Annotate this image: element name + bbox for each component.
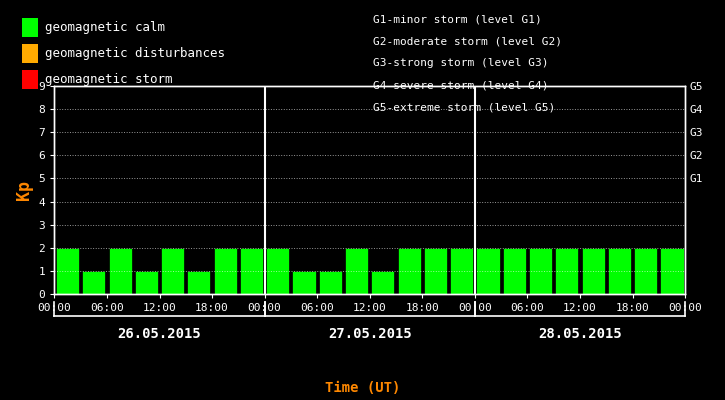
Bar bbox=[109, 248, 132, 294]
Bar bbox=[634, 248, 658, 294]
Text: 28.05.2015: 28.05.2015 bbox=[538, 327, 622, 341]
Bar bbox=[161, 248, 184, 294]
Bar bbox=[660, 248, 684, 294]
Text: 26.05.2015: 26.05.2015 bbox=[117, 327, 202, 341]
Bar bbox=[397, 248, 420, 294]
Bar bbox=[424, 248, 447, 294]
Bar bbox=[371, 271, 394, 294]
Text: geomagnetic disturbances: geomagnetic disturbances bbox=[45, 47, 225, 60]
Bar bbox=[82, 271, 105, 294]
Bar bbox=[56, 248, 79, 294]
Text: 27.05.2015: 27.05.2015 bbox=[328, 327, 412, 341]
Bar bbox=[240, 248, 263, 294]
Bar bbox=[529, 248, 552, 294]
Bar bbox=[266, 248, 289, 294]
Bar bbox=[345, 248, 368, 294]
Bar bbox=[581, 248, 605, 294]
Bar bbox=[608, 248, 631, 294]
Bar bbox=[292, 271, 315, 294]
Y-axis label: Kp: Kp bbox=[15, 180, 33, 200]
Bar bbox=[319, 271, 342, 294]
Text: geomagnetic storm: geomagnetic storm bbox=[45, 73, 173, 86]
Bar bbox=[214, 248, 237, 294]
Text: G5-extreme storm (level G5): G5-extreme storm (level G5) bbox=[373, 102, 555, 112]
Bar bbox=[187, 271, 210, 294]
Bar bbox=[502, 248, 526, 294]
Bar bbox=[450, 248, 473, 294]
Bar bbox=[555, 248, 579, 294]
Text: G4-severe storm (level G4): G4-severe storm (level G4) bbox=[373, 80, 549, 90]
Bar bbox=[476, 248, 500, 294]
Text: G3-strong storm (level G3): G3-strong storm (level G3) bbox=[373, 58, 549, 68]
Bar bbox=[135, 271, 158, 294]
Text: geomagnetic calm: geomagnetic calm bbox=[45, 21, 165, 34]
Text: Time (UT): Time (UT) bbox=[325, 381, 400, 395]
Text: G1-minor storm (level G1): G1-minor storm (level G1) bbox=[373, 14, 542, 24]
Text: G2-moderate storm (level G2): G2-moderate storm (level G2) bbox=[373, 36, 563, 46]
